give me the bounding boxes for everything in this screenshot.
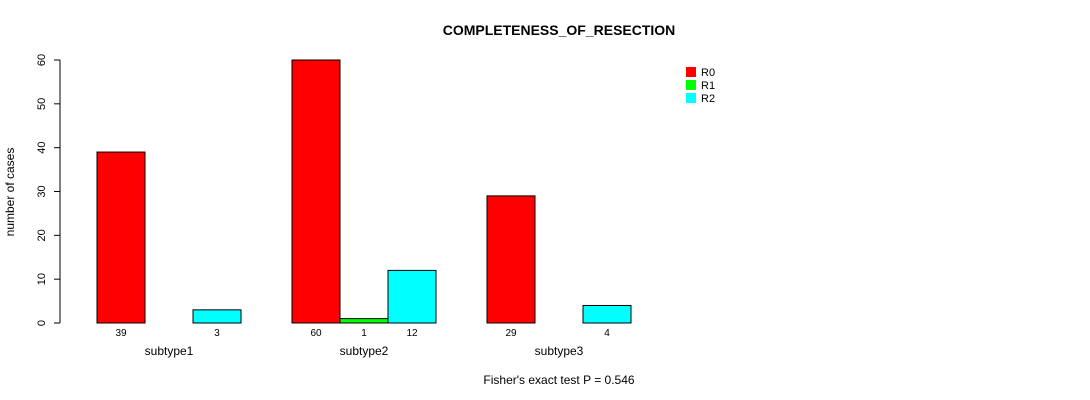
y-tick-label: 50 xyxy=(36,98,48,110)
category-label-subtype3: subtype3 xyxy=(535,344,584,358)
y-tick-label: 10 xyxy=(36,273,48,285)
y-axis-label: number of cases xyxy=(3,148,17,237)
bar-subtype2-R0 xyxy=(291,59,341,324)
bar-value-subtype1-R2: 3 xyxy=(214,328,220,339)
bar-value-subtype2-R0: 60 xyxy=(310,328,322,339)
bar-subtype1-R2 xyxy=(192,309,242,324)
category-label-subtype2: subtype2 xyxy=(340,344,389,358)
bar-subtype3-R0 xyxy=(486,195,536,324)
bar-value-subtype3-R2: 4 xyxy=(604,328,610,339)
legend-swatch-R1 xyxy=(686,80,696,90)
legend-label-R1: R1 xyxy=(701,80,715,92)
bar-subtype2-R1 xyxy=(339,318,389,324)
bar-value-subtype1-R0: 39 xyxy=(115,328,127,339)
legend-swatch-R2 xyxy=(686,93,696,103)
y-tick-label: 30 xyxy=(36,185,48,197)
y-axis-ticks: 0 10 20 30 40 50 60 xyxy=(36,54,60,326)
y-tick-label: 0 xyxy=(36,320,48,326)
fisher-test-footnote: Fisher's exact test P = 0.546 xyxy=(483,373,634,387)
category-label-subtype1: subtype1 xyxy=(145,344,194,358)
y-tick-label: 20 xyxy=(36,229,48,241)
bar-subtype1-R0 xyxy=(96,151,146,324)
legend-label-R0: R0 xyxy=(701,67,715,79)
category-labels: subtype1 subtype2 subtype3 xyxy=(145,344,584,358)
bar-value-subtype3-R0: 29 xyxy=(505,328,517,339)
bars-group xyxy=(96,59,632,324)
bar-subtype2-R2 xyxy=(387,269,437,324)
chart-title: COMPLETENESS_OF_RESECTION xyxy=(443,22,676,38)
y-tick-label: 40 xyxy=(36,142,48,154)
bar-value-subtype2-R1: 1 xyxy=(361,328,367,339)
bar-value-subtype2-R2: 12 xyxy=(406,328,418,339)
bar-value-labels: 39 3 60 1 12 29 4 xyxy=(115,328,610,339)
legend-swatch-R0 xyxy=(686,67,696,77)
y-tick-label: 60 xyxy=(36,54,48,66)
bar-subtype3-R2 xyxy=(582,304,632,324)
legend-label-R2: R2 xyxy=(701,93,715,105)
